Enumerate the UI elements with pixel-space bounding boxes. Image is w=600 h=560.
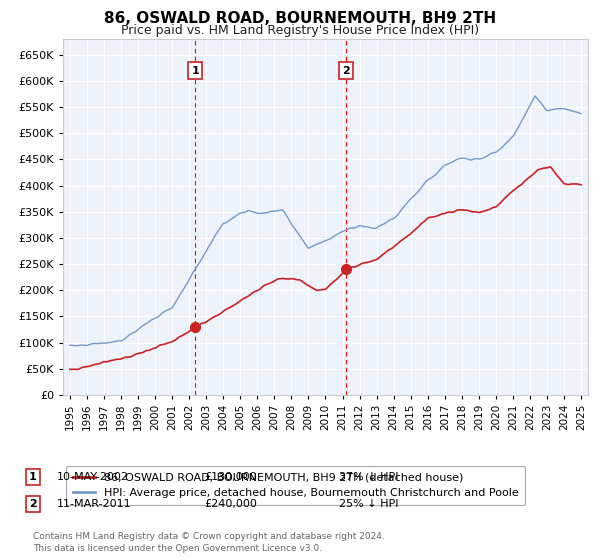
Text: 2: 2 (29, 499, 37, 509)
Text: 10-MAY-2002: 10-MAY-2002 (57, 472, 129, 482)
Text: 86, OSWALD ROAD, BOURNEMOUTH, BH9 2TH: 86, OSWALD ROAD, BOURNEMOUTH, BH9 2TH (104, 11, 496, 26)
Text: 1: 1 (29, 472, 37, 482)
Legend: 86, OSWALD ROAD, BOURNEMOUTH, BH9 2TH (detached house), HPI: Average price, deta: 86, OSWALD ROAD, BOURNEMOUTH, BH9 2TH (d… (66, 466, 525, 505)
Text: 37% ↓ HPI: 37% ↓ HPI (339, 472, 398, 482)
Text: £130,000: £130,000 (204, 472, 257, 482)
Text: 11-MAR-2011: 11-MAR-2011 (57, 499, 131, 509)
Text: 2: 2 (342, 66, 350, 76)
Text: 1: 1 (191, 66, 199, 76)
Text: Contains HM Land Registry data © Crown copyright and database right 2024.
This d: Contains HM Land Registry data © Crown c… (33, 533, 385, 553)
Text: Price paid vs. HM Land Registry's House Price Index (HPI): Price paid vs. HM Land Registry's House … (121, 24, 479, 36)
Text: £240,000: £240,000 (204, 499, 257, 509)
Text: 25% ↓ HPI: 25% ↓ HPI (339, 499, 398, 509)
